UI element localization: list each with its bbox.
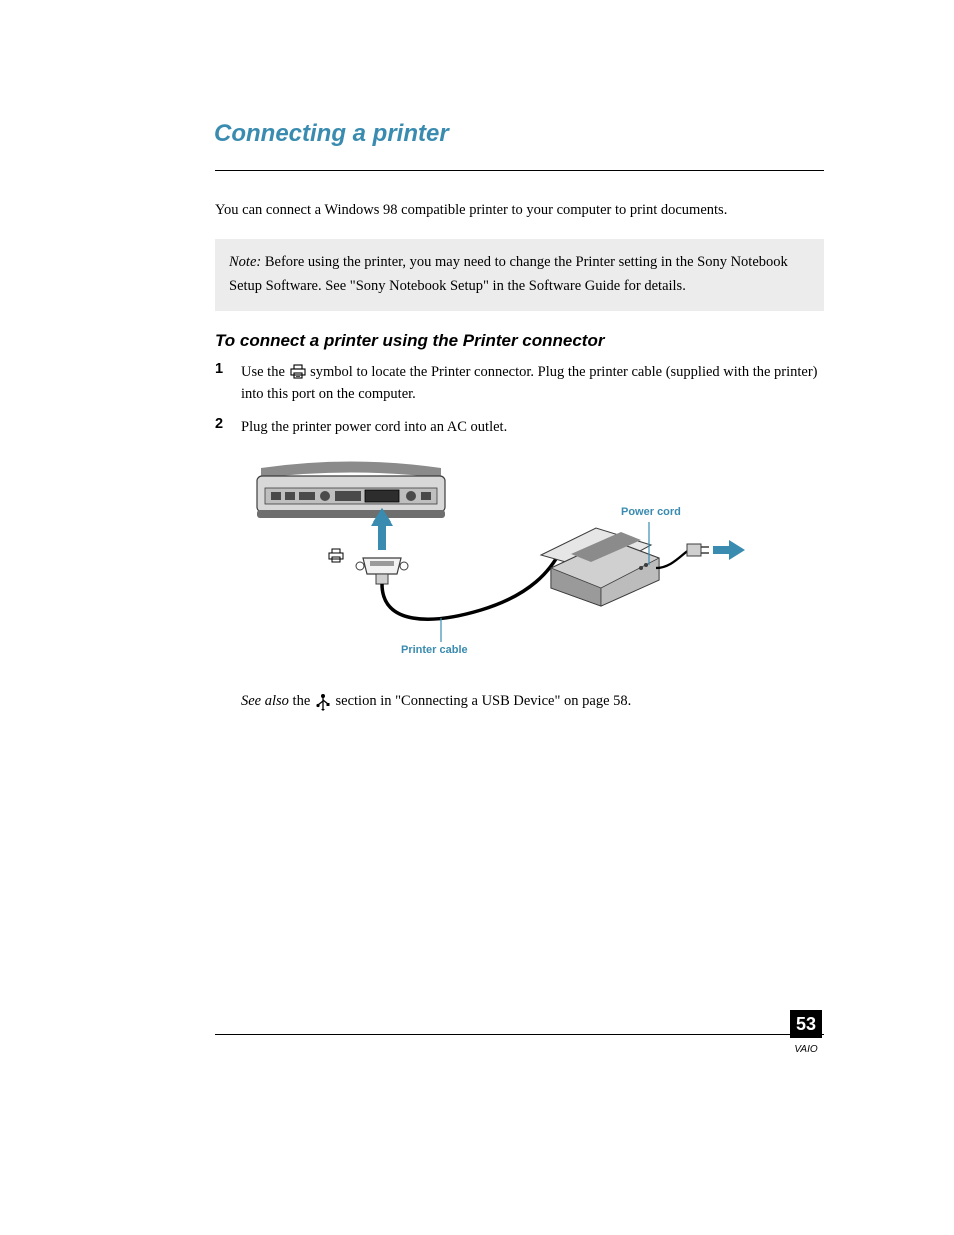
step-number: 1 [215,361,241,406]
power-cord-cable [656,550,689,568]
see-also-label: See also [241,693,289,709]
page-number-box: 53 VAIO [790,1010,822,1055]
printer-cable [382,550,561,619]
printer-port-icon [329,549,343,562]
printer-cable-label: Printer cable [401,644,468,656]
note-text: Before using the printer, you may need t… [229,254,788,294]
top-rule [215,170,824,171]
laptop-rear [257,462,445,519]
note-label: Note: [229,254,261,270]
sub-heading: To connect a printer using the Printer c… [215,331,824,351]
step-2-text: Plug the printer power cord into an AC o… [241,416,507,438]
page-number: 53 [790,1010,822,1038]
see-also-paragraph: See also the section in "Connecting a US… [241,690,824,714]
diagram-svg [251,450,751,680]
note-box: Note: Before using the printer, you may … [215,239,824,311]
printer-body [541,528,659,606]
power-cord-label: Power cord [621,506,681,518]
usb-icon [314,693,332,711]
intro-paragraph: You can connect a Windows 98 compatible … [215,199,824,223]
parallel-connector [356,558,408,584]
step-1-text: Use the symbol to locate the Printer con… [241,361,824,406]
connection-diagram: Printer cable Power cord [241,450,824,680]
step-number: 2 [215,416,241,438]
printer-icon [289,364,307,380]
step-1: 1 Use the symbol to locate the Printer c… [215,361,824,406]
step-2: 2 Plug the printer power cord into an AC… [215,416,824,438]
power-plug [687,544,709,556]
arrow-to-outlet-icon [713,540,745,560]
footer-rule [215,1034,824,1035]
section-title: Connecting a printer [214,120,824,148]
page-brand: VAIO [790,1044,822,1055]
